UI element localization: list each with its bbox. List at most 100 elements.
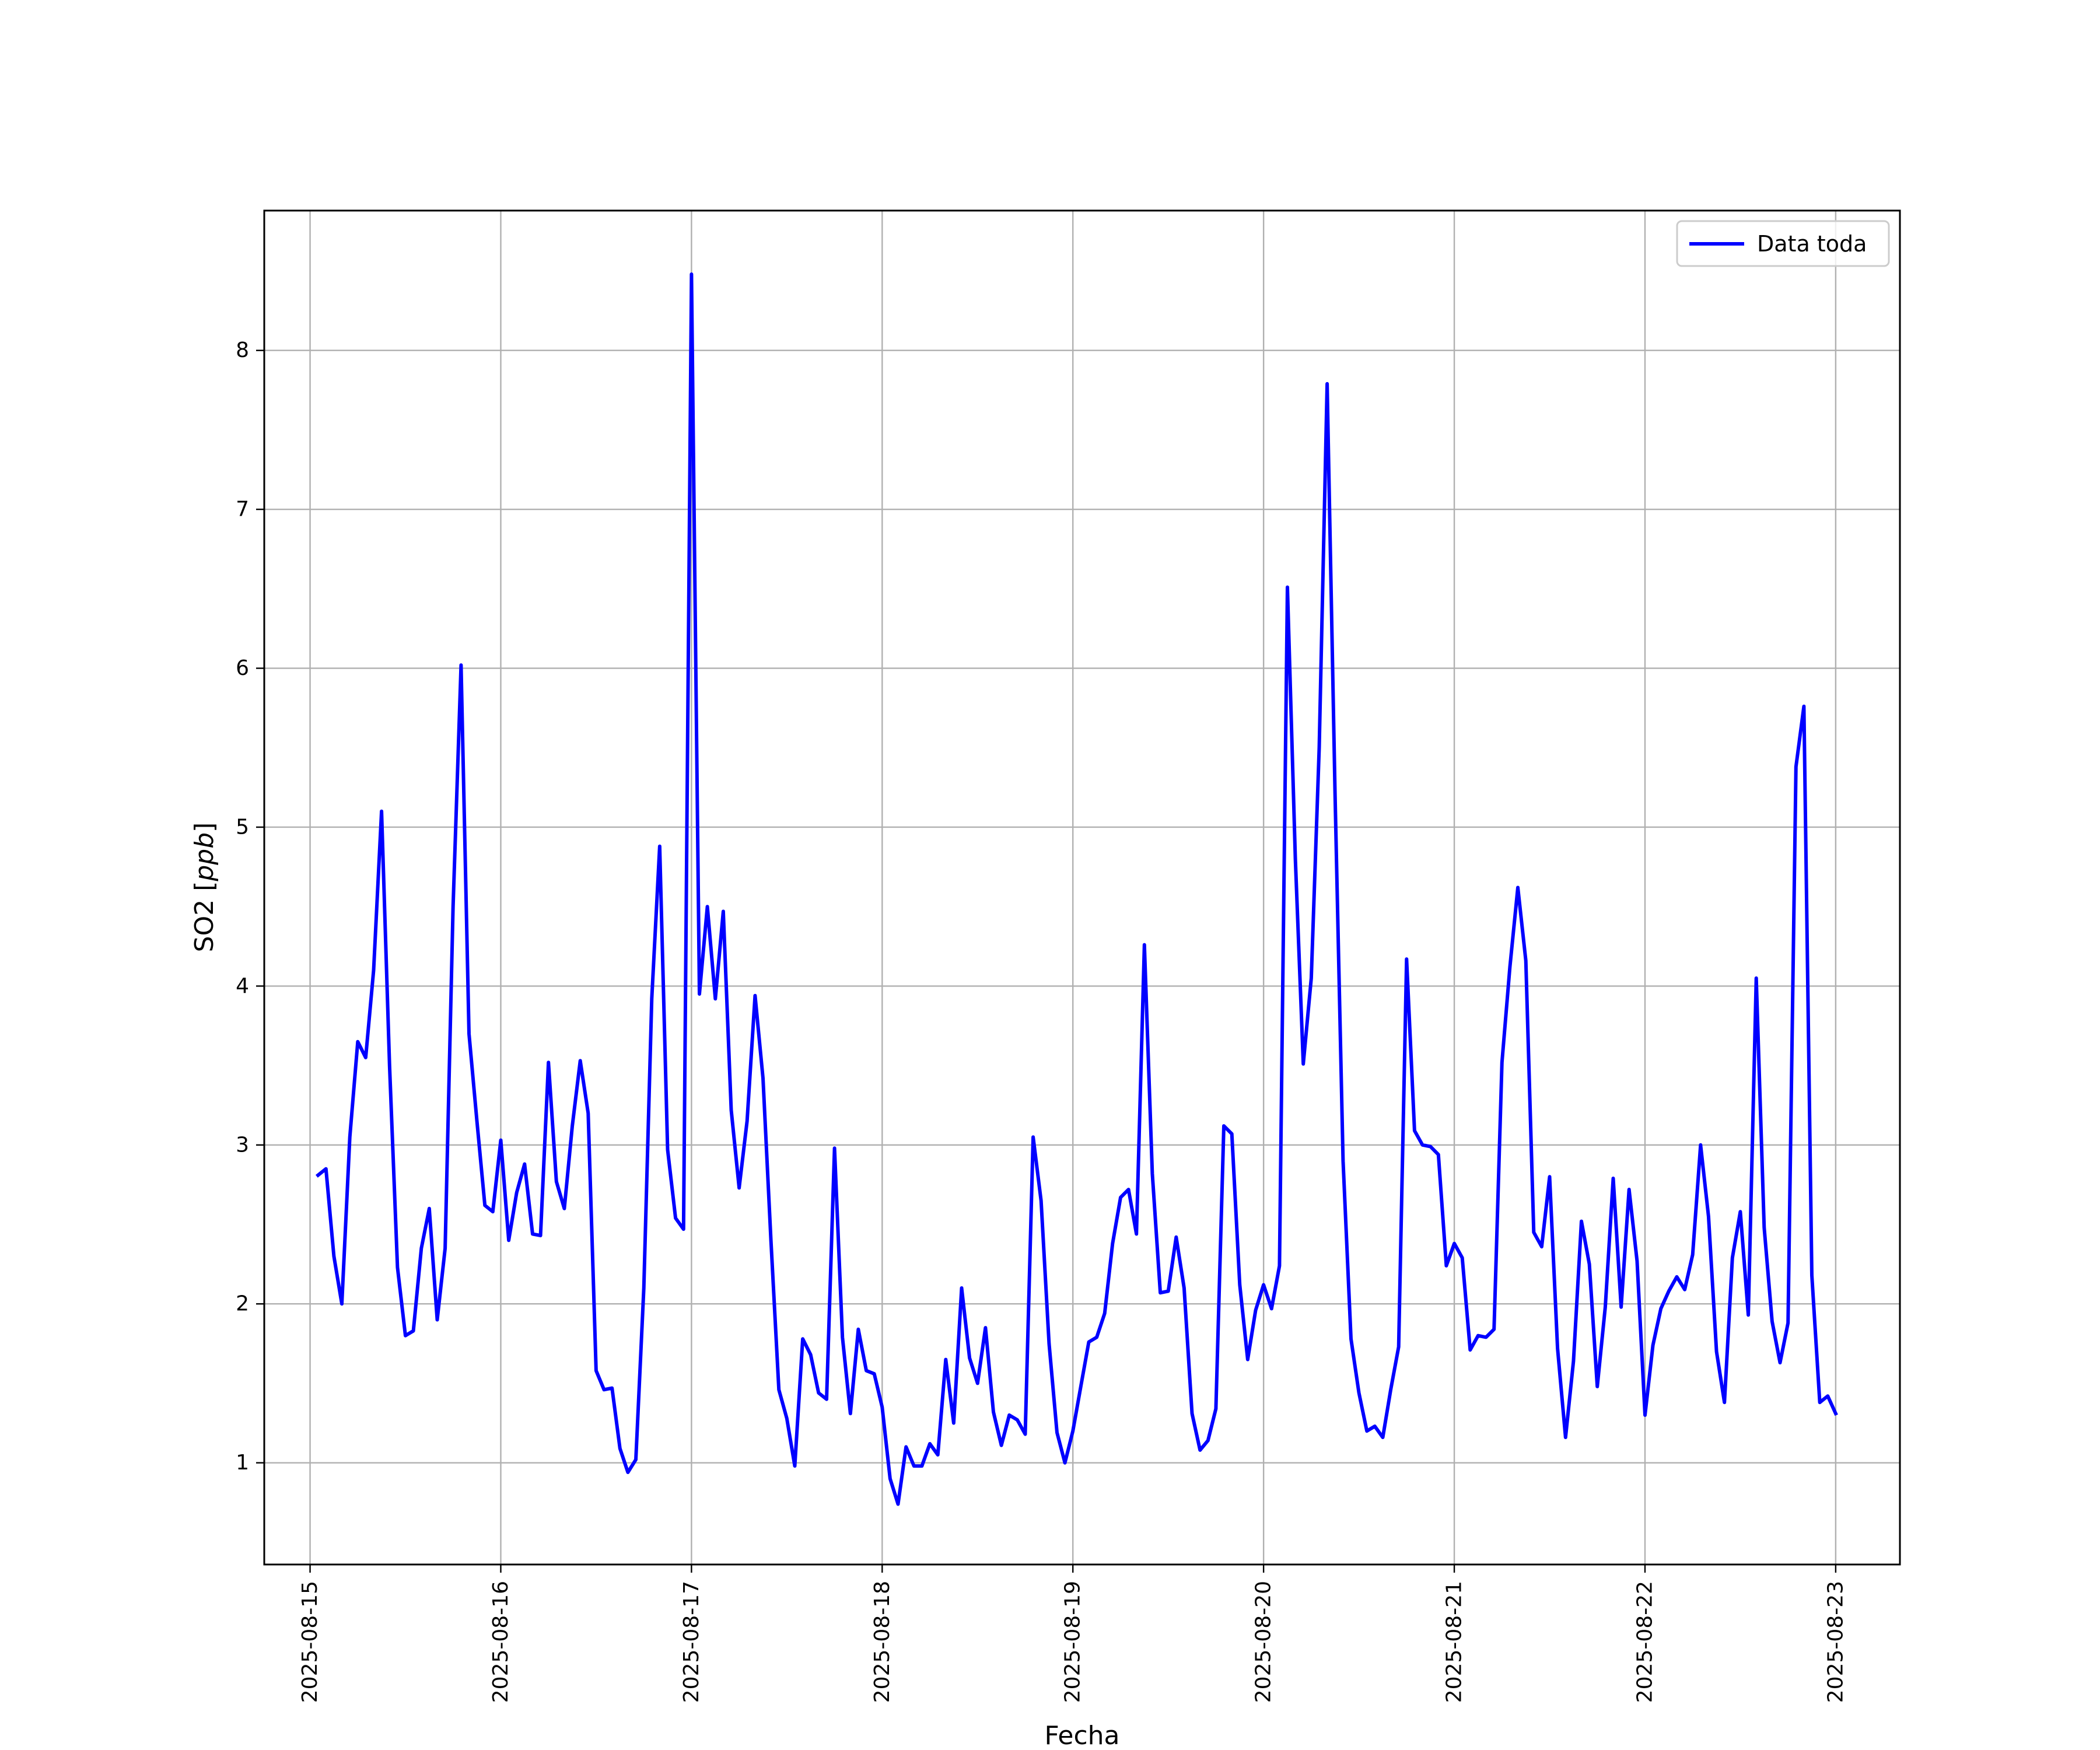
data-point <box>1254 1308 1258 1312</box>
x-tick-label: 2025-08-20 <box>1252 1581 1276 1703</box>
y-tick-label: 6 <box>236 656 249 680</box>
data-point <box>1810 1273 1814 1277</box>
data-point <box>1643 1413 1647 1417</box>
data-point <box>880 1405 884 1409</box>
data-point <box>356 1040 359 1044</box>
data-point <box>793 1464 797 1468</box>
data-point <box>1659 1307 1662 1310</box>
data-point <box>682 1227 685 1231</box>
data-point <box>491 1210 495 1213</box>
data-point <box>746 1119 749 1123</box>
data-point <box>833 1146 836 1150</box>
data-point <box>1301 1062 1305 1066</box>
data-point <box>1182 1286 1186 1290</box>
data-point <box>1540 1245 1544 1248</box>
data-point <box>1444 1264 1448 1268</box>
y-gridlines <box>264 349 1900 1464</box>
data-point <box>1524 959 1528 963</box>
data-point <box>523 1163 526 1166</box>
data-point <box>730 1108 733 1112</box>
data-point <box>1556 1347 1559 1350</box>
data-point <box>1802 705 1805 708</box>
data-point <box>1198 1448 1202 1452</box>
plot-frame <box>263 209 1901 1566</box>
data-point <box>737 1186 741 1189</box>
data-point <box>1071 1429 1074 1433</box>
y-axis-label-unit: ppb <box>190 832 219 882</box>
data-point <box>1024 1433 1027 1436</box>
data-point <box>1103 1312 1107 1315</box>
data-point <box>618 1447 622 1450</box>
data-point <box>555 1180 558 1184</box>
data-point <box>547 1060 550 1064</box>
data-point <box>586 1111 590 1115</box>
data-point <box>642 1286 646 1290</box>
y-tick-label: 1 <box>236 1451 249 1475</box>
data-point <box>1628 1188 1631 1191</box>
data-point <box>1206 1439 1210 1443</box>
data-point <box>1461 1256 1464 1259</box>
data-point <box>1031 1135 1035 1139</box>
data-point <box>1095 1335 1098 1339</box>
data-point <box>698 992 701 996</box>
data-point <box>603 1388 606 1391</box>
data-point <box>539 1234 542 1237</box>
data-point <box>1786 1321 1790 1325</box>
data-point <box>1746 1313 1750 1317</box>
data-point <box>1468 1348 1472 1352</box>
data-point <box>1405 957 1408 961</box>
data-point <box>626 1471 629 1474</box>
data-point <box>1532 1231 1535 1234</box>
data-point <box>904 1445 908 1448</box>
data-point <box>562 1207 566 1210</box>
data-point <box>594 1369 598 1373</box>
data-point <box>658 845 662 848</box>
data-point <box>1087 1340 1091 1344</box>
data-point <box>1397 1345 1401 1349</box>
x-tick-label: 2025-08-23 <box>1824 1581 1847 1703</box>
data-point <box>1675 1275 1679 1279</box>
data-point <box>1381 1436 1385 1439</box>
data-point <box>1158 1291 1162 1294</box>
data-point <box>944 1358 947 1362</box>
y-axis-label: SO2 [ppb] <box>190 822 219 953</box>
data-point <box>674 1216 677 1220</box>
data-point <box>1349 1337 1353 1340</box>
data-point <box>936 1453 940 1457</box>
data-point <box>1310 977 1313 980</box>
legend: Data toda <box>1676 220 1890 267</box>
data-point <box>1667 1289 1671 1293</box>
data-point <box>1635 1259 1639 1263</box>
data-point <box>1755 977 1758 980</box>
data-point <box>332 1255 335 1258</box>
data-point <box>579 1059 582 1062</box>
data-point <box>1770 1320 1774 1323</box>
data-point <box>984 1326 987 1329</box>
data-point <box>1214 1407 1217 1410</box>
data-point <box>1230 1132 1234 1136</box>
data-point <box>459 663 463 667</box>
data-point <box>1485 1335 1488 1339</box>
data-point <box>1572 1359 1575 1363</box>
data-point <box>1055 1431 1059 1434</box>
data-point <box>1492 1328 1496 1331</box>
data-point <box>1413 1129 1416 1132</box>
data-point <box>1826 1394 1829 1398</box>
data-point <box>1580 1220 1583 1223</box>
data-point <box>722 909 725 913</box>
data-point <box>706 905 709 908</box>
data-point <box>372 968 376 972</box>
data-point <box>570 1124 574 1128</box>
data-point <box>1738 1210 1742 1213</box>
data-point <box>1779 1361 1782 1364</box>
data-point <box>467 1032 471 1035</box>
y-tick-label: 2 <box>236 1292 249 1316</box>
data-point <box>1174 1236 1178 1239</box>
data-point <box>1564 1436 1567 1439</box>
data-point <box>666 1148 670 1152</box>
data-point <box>690 272 693 276</box>
data-point <box>1373 1424 1377 1428</box>
data-point <box>1000 1444 1003 1447</box>
x-tick-label: 2025-08-18 <box>870 1581 894 1703</box>
data-point <box>515 1191 519 1195</box>
